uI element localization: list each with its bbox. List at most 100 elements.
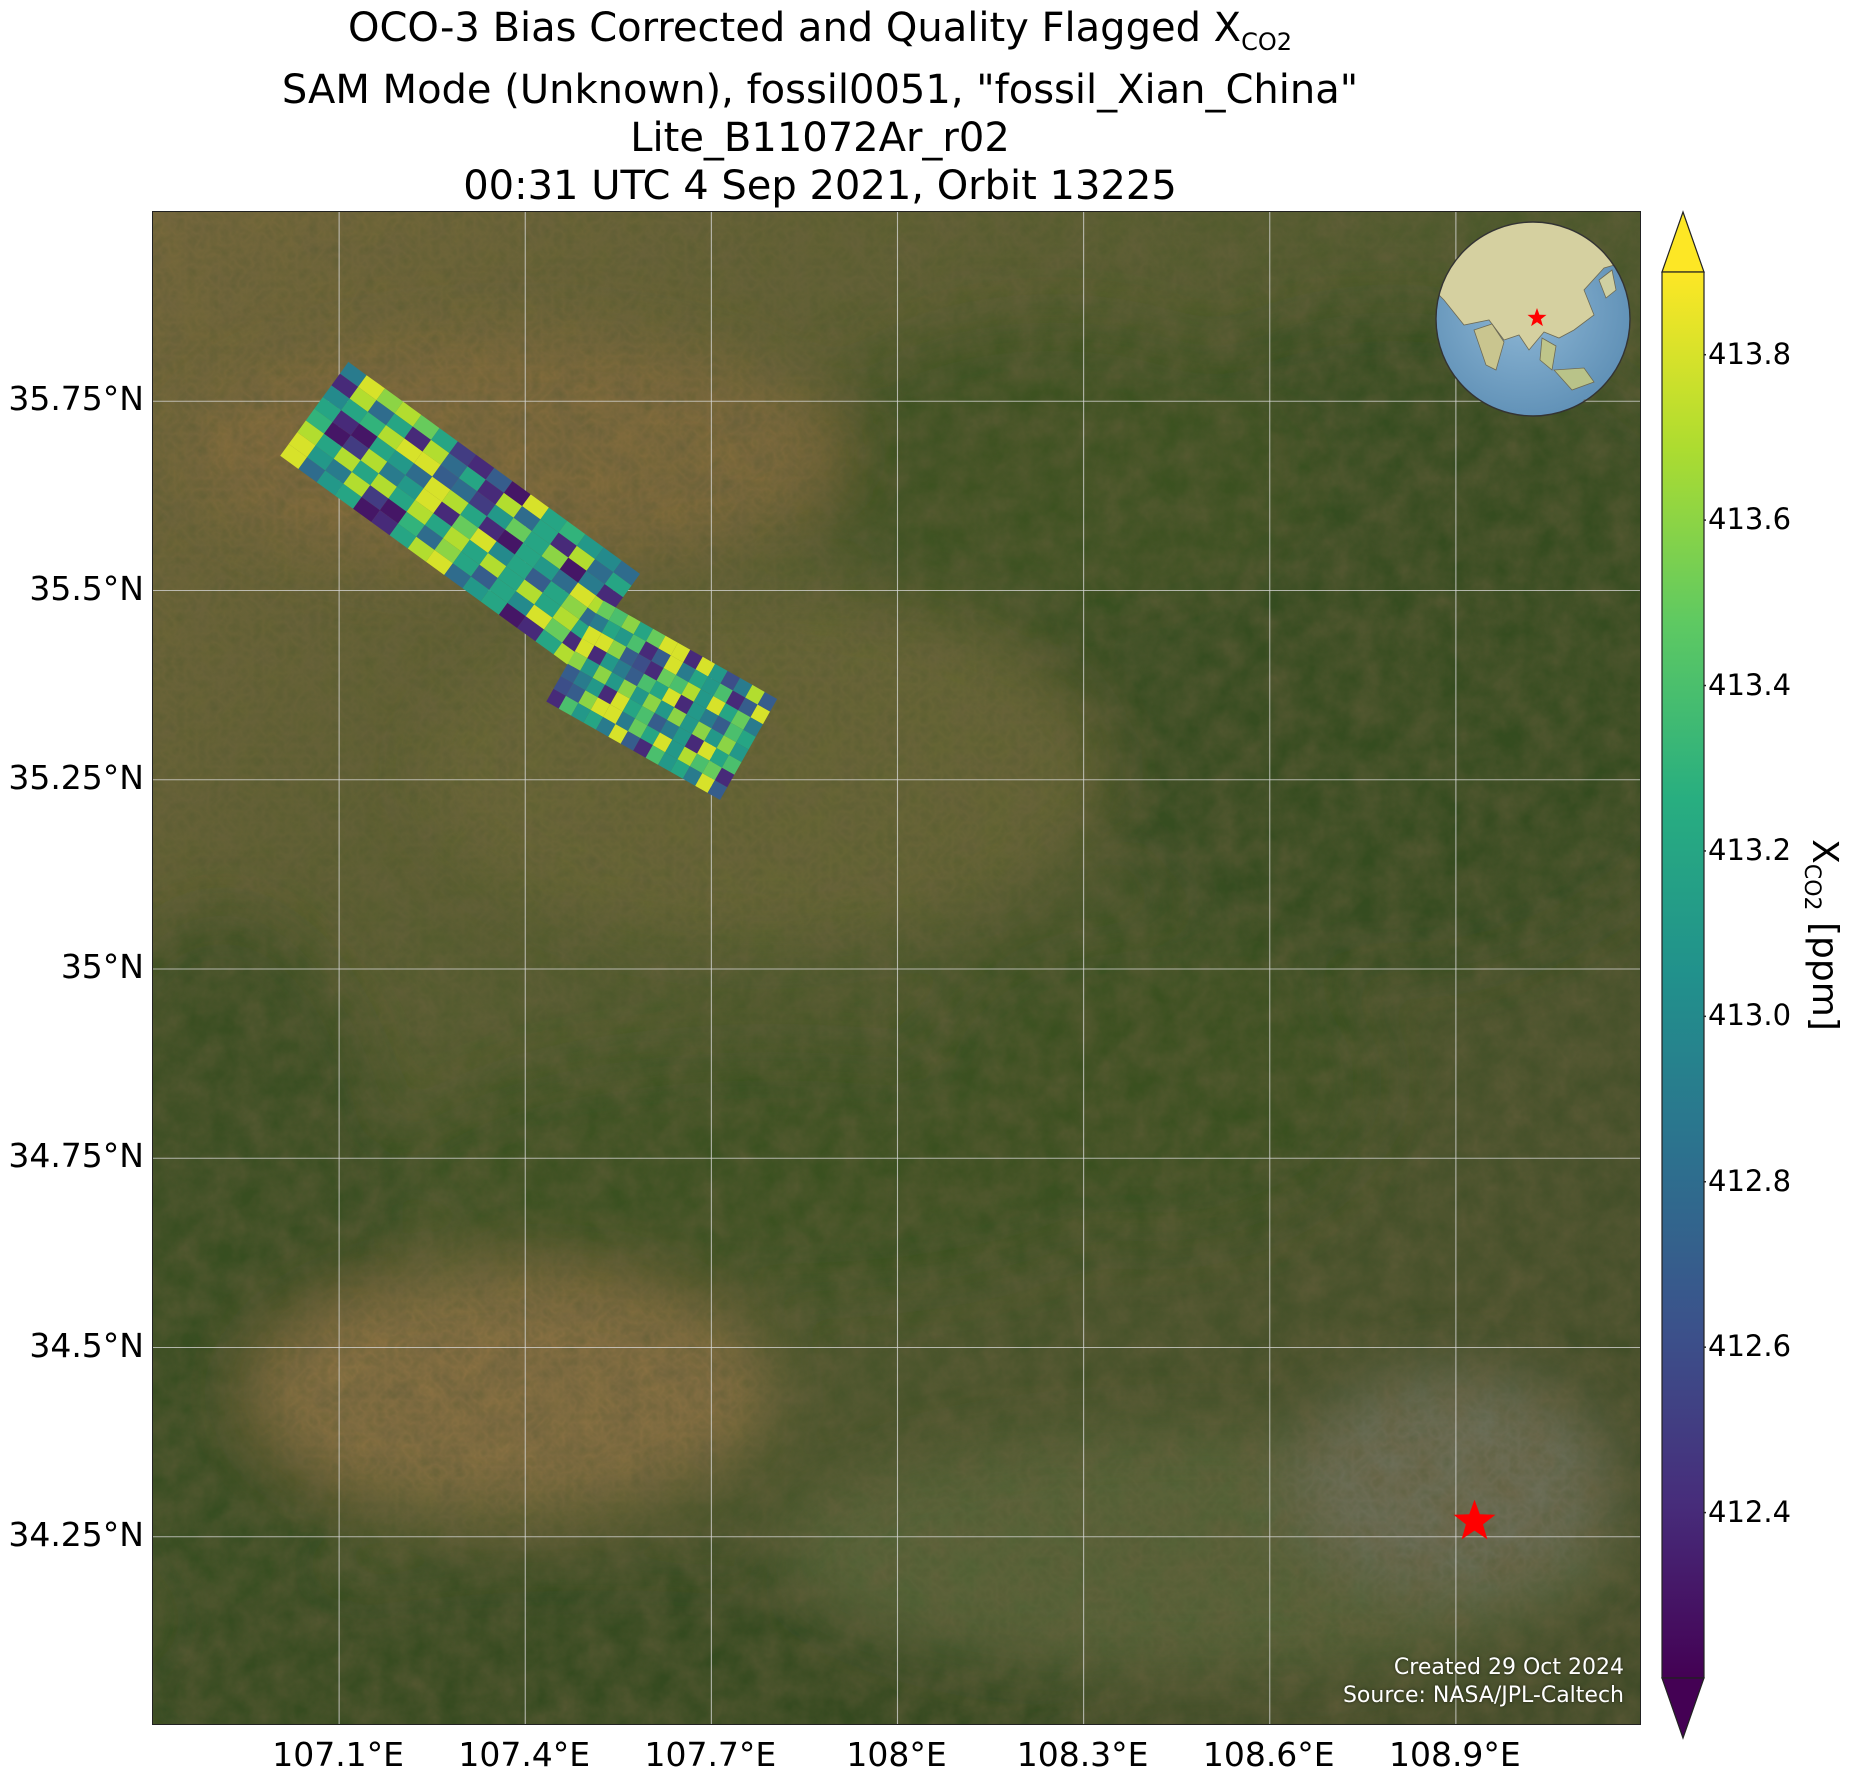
xco2-sounding-cell — [431, 428, 458, 454]
xco2-sounding-cell — [433, 501, 461, 527]
xco2-sounding-cell — [434, 538, 462, 564]
xco2-sounding-cell — [550, 532, 577, 558]
xco2-sounding-cell — [322, 385, 350, 411]
xco2-sounding-cell — [440, 453, 468, 479]
xco2-sounding-cell — [604, 572, 632, 598]
xco2-sounding-cell — [460, 503, 487, 528]
xco2-sounding-cell — [615, 711, 635, 732]
xco2-sounding-cell — [612, 659, 632, 680]
created-date: Created 29 Oct 2024 — [1393, 1655, 1624, 1680]
xco2-sounding-cell — [683, 649, 703, 670]
lat-tick-label: 35.25°N — [8, 757, 144, 797]
title-line-4: 00:31 UTC 4 Sep 2021, Orbit 13225 — [463, 163, 1177, 209]
lon-tick-label: 107.1°E — [272, 1735, 405, 1774]
xco2-sounding-cell — [723, 722, 744, 743]
xco2-sounding-cell — [404, 426, 431, 452]
title-line-3: Lite_B11072Ar_r02 — [630, 115, 1010, 161]
xco2-sounding-cell — [595, 547, 622, 573]
xco2-sounding-cell — [626, 634, 646, 654]
xco2-sounding-cell — [452, 551, 480, 577]
xco2-sounding-cell — [702, 760, 722, 781]
colorbar-extend-max — [1661, 210, 1705, 273]
xco2-sounding-cell — [333, 447, 361, 472]
xco2-sounding-cell — [592, 665, 613, 685]
xco2-sounding-cell — [576, 534, 604, 560]
xco2-sounding-cell — [578, 570, 605, 596]
xco2-sounding-cell — [298, 457, 326, 483]
xco2-sounding-cell — [642, 693, 662, 713]
xco2-sounding-cell — [542, 581, 570, 606]
xco2-sounding-cell — [654, 700, 675, 720]
xco2-sounding-cell — [480, 589, 508, 615]
xco2-sounding-cell — [396, 475, 424, 500]
xco2-sounding-cell — [458, 466, 486, 492]
xco2-sounding-cell — [670, 642, 691, 663]
xco2-sounding-cell — [736, 729, 756, 750]
xco2-sounding-cell — [720, 670, 740, 691]
xco2-sounding-cell — [667, 707, 687, 727]
xco2-sounding-cell — [601, 620, 622, 640]
xco2-sounding-cell — [663, 655, 684, 675]
map-panel[interactable]: Created 29 Oct 2024 Source: NASA/JPL-Cal… — [152, 211, 1641, 1725]
xco2-sounding-cell — [488, 541, 515, 567]
lon-tick-label: 107.7°E — [644, 1735, 777, 1774]
xco2-sounding-cell — [725, 690, 746, 711]
xco2-sounding-cell — [516, 579, 543, 605]
xco2-sounding-cell — [560, 594, 588, 620]
xco2-sounding-cell — [706, 696, 726, 716]
xco2-sounding-cell — [695, 773, 715, 793]
xco2-sounding-cell — [359, 411, 386, 437]
xco2-sounding-cell — [658, 635, 678, 656]
xco2-sounding-cell — [713, 683, 733, 704]
xco2-sounding-cell — [568, 545, 595, 571]
xco2-sounding-cell — [496, 529, 524, 555]
xco2-sounding-cell — [316, 470, 344, 496]
xco2-sounding-cell — [422, 439, 450, 465]
xco2-sounding-cell — [647, 712, 667, 733]
xco2-sounding-cell — [524, 567, 552, 593]
xco2-sounding-cell — [627, 718, 648, 739]
colorbar-tick-label: 412.6 — [1708, 1329, 1792, 1364]
xco2-sounding-cell — [543, 617, 571, 643]
xco2-sounding-cell — [589, 613, 609, 633]
xco2-sounding-cell — [341, 398, 368, 424]
xco2-sounding-cell — [432, 464, 459, 490]
xco2-sounding-cell — [714, 767, 735, 788]
xco2-sounding-cell — [596, 584, 623, 610]
xco2-sounding-cell — [552, 606, 580, 631]
xco2-sounding-cell — [406, 500, 434, 525]
xco2-sounding-cell — [574, 638, 595, 659]
lat-tick-label: 34.5°N — [29, 1325, 144, 1365]
xco2-sounding-cell — [613, 560, 640, 586]
xco2-sounding-cell — [567, 651, 588, 671]
xco2-sounding-cell — [353, 497, 380, 522]
xco2-sounding-cell — [693, 689, 714, 709]
xco2-sounding-cell — [619, 646, 639, 667]
xco2-sounding-cell — [541, 544, 569, 570]
xco2-sounding-cell — [606, 639, 627, 660]
xco2-sounding-cell — [596, 600, 616, 621]
xco2-sounding-cell — [523, 531, 551, 557]
xco2-sounding-cell — [315, 433, 343, 459]
xco2-sounding-cell — [371, 510, 399, 536]
xco2-sounding-cell — [349, 386, 377, 412]
colorbar-tick-label: 413.8 — [1708, 336, 1792, 371]
colorbar-tick-label: 413.4 — [1708, 667, 1792, 702]
xco2-sounding-cell — [691, 721, 712, 741]
xco2-sounding-cell — [505, 517, 532, 543]
xco2-sounding-cell — [652, 732, 673, 753]
xco2-sounding-cell — [522, 494, 549, 520]
xco2-sounding-cell — [558, 695, 579, 716]
lon-tick-label: 108°E — [846, 1735, 947, 1774]
xco2-sounding-cell — [587, 645, 607, 666]
lat-tick-label: 34.75°N — [8, 1136, 144, 1176]
xco2-sounding-cell — [629, 686, 650, 706]
xco2-sounding-cell — [677, 746, 698, 767]
xco2-sounding-cell — [513, 506, 541, 532]
xco2-sounding-cell — [684, 734, 705, 754]
colorbar-tick-label: 413.0 — [1708, 998, 1792, 1033]
xco2-sounding-cell — [707, 780, 728, 800]
xco2-sounding-cell — [343, 472, 371, 497]
xco2-sounding-cell — [479, 553, 507, 578]
colorbar-label: XCO2 [ppm] — [1798, 839, 1846, 1031]
